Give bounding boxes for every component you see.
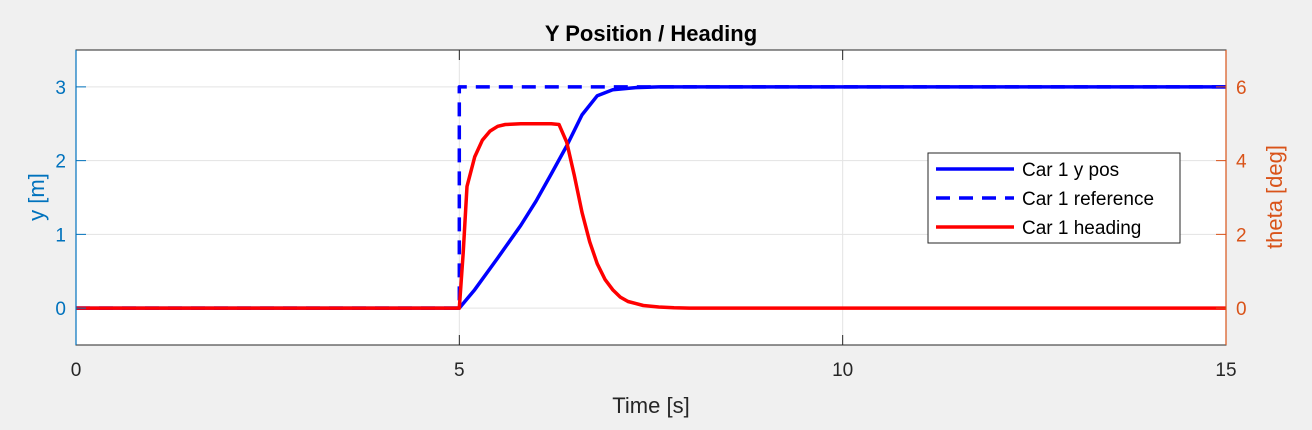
y-left-tick-label: 0 (55, 299, 66, 320)
y-right-tick-label: 0 (1236, 299, 1247, 320)
legend-label-heading: Car 1 heading (1022, 218, 1141, 239)
y-right-tick-label: 2 (1236, 225, 1247, 246)
y-right-tick-label: 6 (1236, 78, 1247, 99)
y-axis-right-label: theta [deg] (1262, 145, 1287, 249)
y-left-tick-label: 1 (55, 225, 66, 246)
x-tick-label: 0 (71, 360, 82, 381)
series-layer (76, 85, 1226, 310)
legend-label-reference: Car 1 reference (1022, 189, 1154, 210)
legend: Car 1 y pos Car 1 reference Car 1 headin… (927, 152, 1181, 244)
x-axis-label: Time [s] (612, 393, 689, 418)
y-left-tick-label: 2 (55, 152, 66, 173)
y-right-tick-label: 4 (1236, 152, 1247, 173)
legend-label-y-pos: Car 1 y pos (1022, 160, 1119, 181)
y-left-tick-label: 3 (55, 78, 66, 99)
x-tick-label: 10 (832, 360, 853, 381)
y-axis-left-label: y [m] (24, 173, 49, 221)
ticks-layer: 0 5 10 15 0 1 2 3 0 2 4 6 (55, 50, 1247, 381)
chart-title: Y Position / Heading (545, 21, 757, 46)
x-tick-label: 5 (454, 360, 465, 381)
x-tick-label: 15 (1215, 360, 1236, 381)
series-line-heading (76, 122, 1226, 310)
